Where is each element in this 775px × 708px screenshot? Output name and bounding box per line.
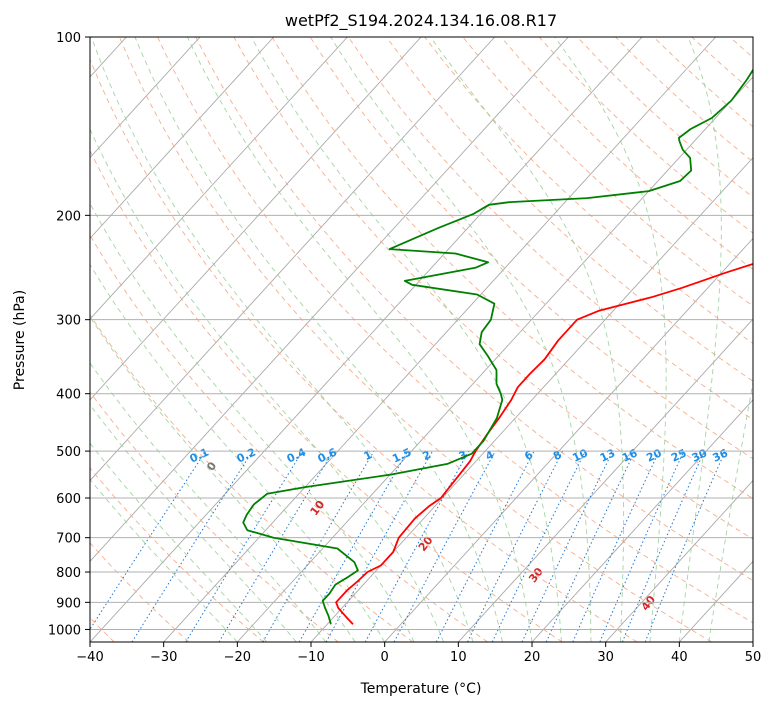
background-lines — [90, 37, 753, 642]
mixing-ratio-line — [185, 450, 304, 642]
mixing-ratio-line — [644, 450, 726, 642]
plot-frame — [89, 36, 754, 643]
dry-adiabat-line — [90, 149, 563, 642]
y-tick-label: 800 — [56, 566, 81, 581]
x-axis: −40 −30 −20 −10 0 10 20 30 40 50 — [76, 642, 761, 665]
x-tick-label: 30 — [597, 650, 614, 665]
y-tick-label: 500 — [56, 445, 81, 460]
moist-adiabat-line — [90, 404, 297, 642]
mixing-ratio-line — [90, 450, 207, 631]
temperature-line — [335, 263, 753, 625]
isotherm-line — [531, 399, 753, 642]
mixing-ratio-line — [325, 450, 433, 642]
moist-adiabat-line — [90, 442, 268, 642]
dry-adiabat-label: -20 — [0, 327, 12, 351]
x-tick-label: 50 — [745, 650, 762, 665]
x-tick-label: 10 — [450, 650, 467, 665]
mixing-ratio-line — [599, 450, 685, 642]
x-axis-label: Temperature (°C) — [360, 681, 482, 697]
isotherm-line — [752, 641, 753, 642]
isotherm-line — [458, 318, 753, 642]
y-tick-label: 200 — [56, 209, 81, 224]
y-tick-label: 300 — [56, 314, 81, 329]
y-axis-label: Pressure (hPa) — [12, 290, 28, 390]
y-tick-label: 700 — [56, 532, 81, 547]
plot-background — [90, 37, 753, 642]
y-tick-label: 1000 — [48, 623, 81, 638]
moist-adiabat-line — [554, 37, 667, 642]
isotherm-line — [90, 37, 275, 240]
y-axis: 100 200 300 400 500 600 700 800 900 1000 — [48, 31, 90, 638]
dry-adiabat-line — [195, 37, 753, 582]
y-tick-label: 600 — [56, 492, 81, 507]
isotherm-line — [90, 37, 496, 482]
y-tick-label: 400 — [56, 388, 81, 403]
mixing-ratio-line — [364, 450, 470, 642]
isotherm-line — [90, 37, 201, 159]
chart-title: wetPf2_S194.2024.134.16.08.R17 — [285, 11, 557, 31]
grid-lines — [90, 37, 753, 630]
dry-adiabat-line — [271, 37, 753, 500]
isotherm-line — [90, 37, 422, 401]
moist-adiabat-line — [90, 128, 445, 642]
dry-adiabat-label: -10 — [64, 359, 87, 383]
profile-lines — [242, 68, 753, 625]
isotherm-line — [605, 479, 753, 642]
dry-adiabat-line — [462, 37, 753, 307]
isotherm-line — [90, 37, 643, 642]
isotherm-line — [90, 37, 569, 562]
mixing-ratio-line — [572, 450, 660, 642]
y-tick-label: 900 — [56, 596, 81, 611]
dry-adiabat-line — [386, 37, 753, 382]
dry-adiabat-line — [157, 37, 753, 624]
mixing-ratio-line — [621, 450, 705, 642]
isotherm-line — [384, 237, 753, 642]
moist-adiabat-line — [251, 37, 562, 642]
moist-adiabat-line — [430, 37, 625, 642]
moist-adiabat-line — [708, 379, 753, 642]
dry-adiabat-line — [90, 234, 488, 642]
isotherm-line — [90, 37, 348, 320]
mixing-ratio-line — [467, 450, 564, 642]
x-tick-label: −30 — [150, 650, 177, 665]
moist-adiabat-line — [134, 37, 503, 642]
x-tick-label: −10 — [297, 650, 324, 665]
dewpoint-line — [242, 68, 753, 625]
x-tick-label: 0 — [381, 650, 389, 665]
x-tick-label: −40 — [76, 650, 103, 665]
isotherm-line — [237, 76, 753, 642]
moist-adiabat-line — [90, 37, 474, 642]
moist-adiabat-line — [330, 37, 592, 642]
moist-adiabat-line — [90, 263, 386, 642]
moist-adiabat-line — [90, 478, 238, 642]
isotherm-line — [310, 156, 753, 642]
mixing-ratio-line — [393, 450, 496, 642]
x-tick-label: −20 — [224, 650, 251, 665]
y-tick-label: 100 — [56, 31, 81, 46]
dry-adiabat-line — [90, 314, 414, 642]
moist-adiabat-line — [90, 315, 356, 642]
isotherm-line — [163, 37, 717, 642]
x-tick-label: 40 — [671, 650, 688, 665]
moist-adiabat-line — [90, 362, 327, 642]
dry-adiabat-line — [90, 467, 264, 642]
mixing-ratio-line — [131, 450, 254, 642]
moist-adiabat-line — [678, 37, 722, 642]
dry-adiabat-line — [348, 37, 753, 421]
dry-adiabat-line — [233, 37, 753, 540]
x-tick-label: 20 — [524, 650, 541, 665]
